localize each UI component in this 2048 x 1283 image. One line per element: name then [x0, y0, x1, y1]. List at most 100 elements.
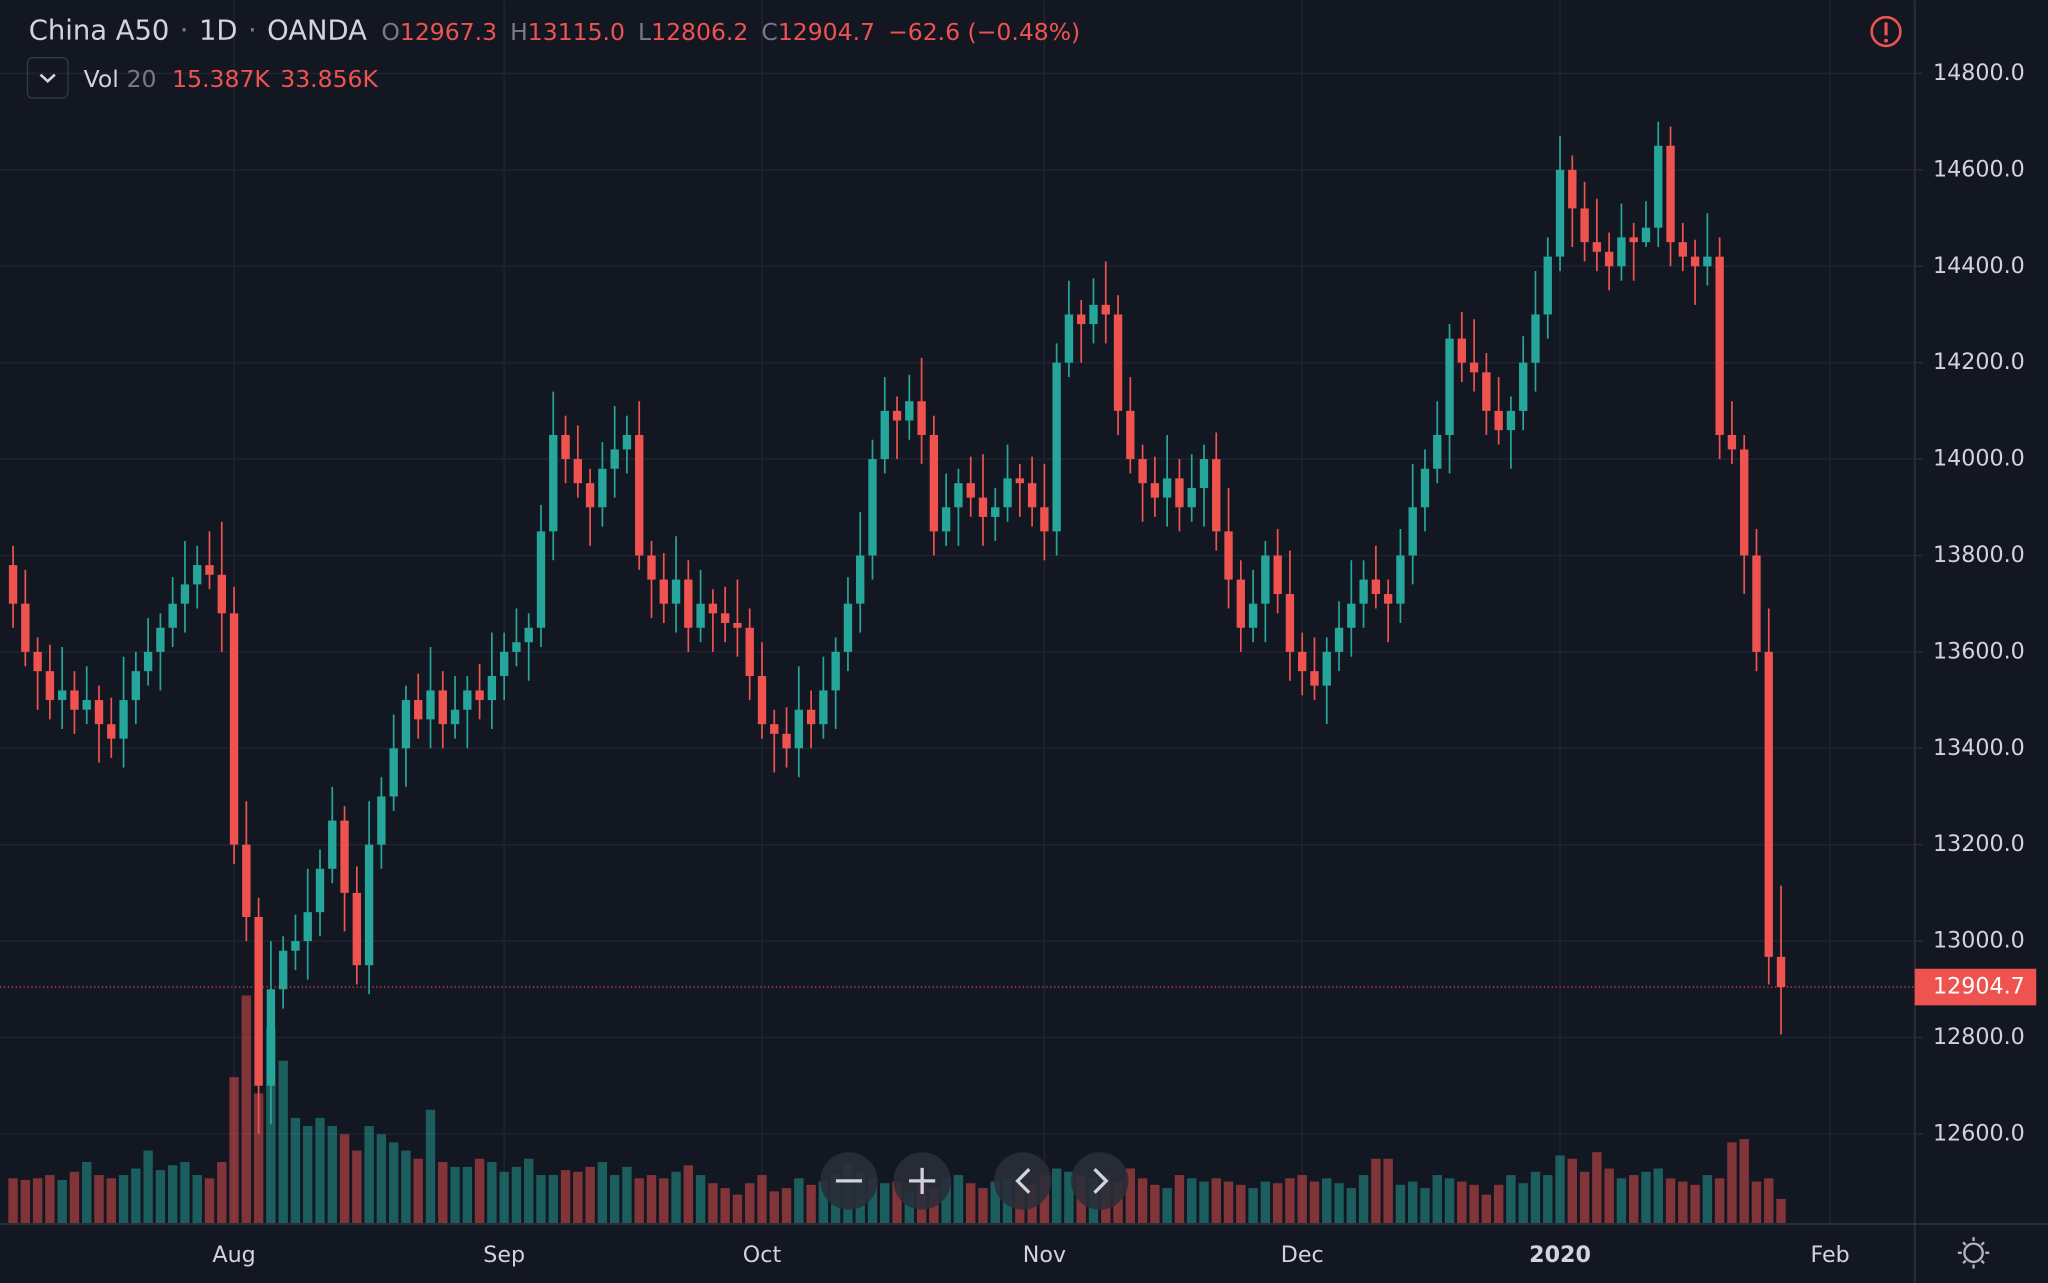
candle-body	[1568, 169, 1577, 209]
y-tick-label: 13400.0	[1933, 735, 2025, 761]
candle-body	[745, 627, 754, 676]
candle-body	[1015, 478, 1024, 484]
candle-body	[757, 675, 767, 725]
volume-bar	[880, 1183, 890, 1225]
last-price-label: 12904.7	[1933, 974, 2025, 1000]
volume-bar	[978, 1188, 988, 1225]
candle-body	[1519, 362, 1528, 411]
volume-bar	[1371, 1158, 1381, 1225]
candle-body	[622, 434, 632, 450]
volume-bar	[1334, 1183, 1344, 1225]
volume-bar	[1481, 1194, 1492, 1225]
y-tick-label: 14600.0	[1933, 156, 2025, 182]
y-tick-label: 13000.0	[1933, 928, 2025, 954]
candle-body	[266, 989, 276, 1086]
volume-bar	[94, 1175, 104, 1225]
volume-bar	[413, 1158, 423, 1225]
symbol: China A50	[29, 15, 170, 46]
volume-bar	[438, 1161, 448, 1225]
volume-bar	[1285, 1178, 1295, 1225]
volume-bar	[708, 1183, 718, 1225]
candle-body	[1077, 314, 1086, 325]
volume-bar	[253, 1093, 264, 1225]
candle-body	[352, 892, 362, 966]
candle-body	[1740, 449, 1749, 556]
candle-body	[340, 820, 349, 893]
candle-body	[1126, 410, 1135, 460]
volume-bar	[229, 1077, 239, 1225]
scroll-right-button[interactable]	[1071, 1152, 1129, 1210]
candle-body	[720, 613, 730, 623]
candle-body	[499, 651, 509, 676]
candle-body	[1641, 227, 1651, 243]
candle-body	[57, 690, 67, 701]
volume-legend: Vol 20 15.387K 33.856K	[84, 64, 379, 92]
candle-body	[1543, 256, 1552, 315]
candle-body	[414, 700, 423, 720]
volume-bar	[1457, 1181, 1467, 1225]
volume-bar	[474, 1158, 485, 1225]
volume-bar	[82, 1161, 92, 1225]
volume-bar	[941, 1178, 951, 1225]
volume-bar	[818, 1181, 829, 1225]
candle-body	[315, 868, 325, 913]
volume-bar	[585, 1166, 595, 1225]
volume-bar	[745, 1183, 755, 1225]
volume-bar	[892, 1181, 902, 1225]
ohlc-key: O	[381, 17, 400, 45]
volume-bar	[1408, 1181, 1418, 1225]
left-icon	[1015, 1168, 1031, 1194]
volume-bar	[1187, 1178, 1197, 1225]
candle-body	[806, 709, 816, 725]
button-bg	[1071, 1152, 1129, 1210]
candle-body	[1322, 651, 1331, 686]
candle-body	[1187, 487, 1196, 508]
settings-button[interactable]	[1957, 1237, 1990, 1269]
volume-bar	[241, 995, 252, 1225]
volume-bar	[303, 1126, 313, 1225]
candle-body	[21, 603, 30, 652]
separator: ·	[248, 15, 257, 46]
candle-body	[1482, 372, 1491, 411]
scroll-left-button[interactable]	[993, 1152, 1052, 1210]
candle-body	[1371, 579, 1381, 595]
volume-bar	[1297, 1175, 1307, 1225]
volume-bar	[20, 1179, 31, 1225]
candle-body	[1199, 459, 1209, 488]
volume-bar	[32, 1178, 43, 1225]
candle-body	[450, 709, 460, 725]
volume-bar	[659, 1178, 669, 1225]
volume-bar	[1727, 1142, 1737, 1225]
volume-bar	[376, 1134, 387, 1225]
volume-bar	[781, 1188, 792, 1225]
candle-body	[610, 449, 619, 469]
collapse-button[interactable]	[26, 57, 69, 99]
candle-body	[33, 651, 42, 672]
x-tick-label: Nov	[1023, 1242, 1066, 1268]
alert-icon[interactable]	[1870, 15, 1902, 48]
zoom-in-button[interactable]	[893, 1152, 951, 1210]
volume-bar	[1641, 1171, 1651, 1225]
zoom-out-button[interactable]	[820, 1152, 878, 1210]
ohlc-legend: O12967.3 H13115.0 L12806.2 C12904.7 −62.6 (−…	[381, 17, 1080, 45]
volume-bar	[266, 1028, 276, 1225]
volume-bar	[904, 1191, 915, 1225]
candle-body	[291, 941, 300, 951]
x-tick-label: Feb	[1810, 1242, 1849, 1268]
volume-bar	[1714, 1178, 1725, 1225]
candle-body	[659, 579, 668, 604]
volume-bar	[622, 1166, 632, 1225]
candle-body	[892, 410, 902, 421]
volume-bar	[794, 1178, 804, 1225]
volume-bar	[806, 1184, 816, 1225]
candle-body	[303, 912, 312, 942]
volume-bar	[671, 1171, 681, 1225]
candle-body	[8, 565, 18, 604]
volume-bar	[1739, 1139, 1749, 1225]
candle-body	[131, 671, 141, 701]
volume-bar	[1506, 1175, 1516, 1225]
volume-bar	[536, 1175, 546, 1225]
gear-icon	[1963, 1242, 1984, 1264]
volume-bar	[352, 1150, 362, 1225]
